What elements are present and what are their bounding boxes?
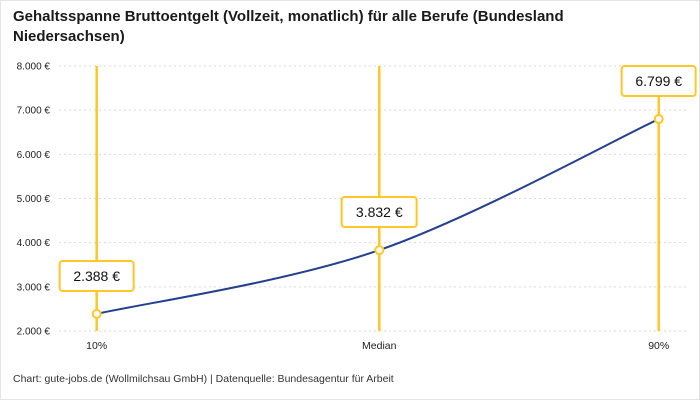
x-axis-tick-label: 10% — [86, 340, 107, 352]
y-axis-tick-label: 4.000 € — [17, 238, 51, 249]
x-axis-tick-label: Median — [362, 340, 397, 352]
salary-curve — [96, 118, 660, 315]
y-axis-tick-label: 6.000 € — [17, 150, 51, 161]
y-axis-tick-label: 7.000 € — [17, 106, 51, 117]
data-point-marker — [653, 114, 664, 125]
y-axis-tick-label: 3.000 € — [17, 282, 51, 293]
y-axis-tick-label: 8.000 € — [17, 62, 51, 73]
x-axis-tick-label: 90% — [648, 340, 669, 352]
chart-area: 2.000 € 3.000 € 4.000 € 5.000 € 6.000 € 7.000… — [1, 56, 699, 356]
data-point-marker — [374, 245, 385, 256]
chart-credit: Chart: gute-jobs.de (Wollmilchsau GmbH) … — [13, 373, 394, 385]
y-axis-tick-label: 2.000 € — [17, 327, 51, 338]
chart-svg: 2.000 € 3.000 € 4.000 € 5.000 € 6.000 € 7.000… — [17, 62, 687, 352]
data-point-marker — [91, 308, 102, 319]
y-axis-tick-label: 5.000 € — [17, 194, 51, 205]
chart-title: Gehaltsspanne Bruttoentgelt (Vollzeit, m… — [13, 8, 564, 45]
